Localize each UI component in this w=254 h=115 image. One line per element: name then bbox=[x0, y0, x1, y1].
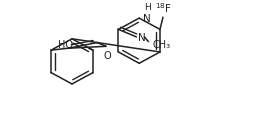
Text: N: N bbox=[143, 14, 151, 24]
Text: HO: HO bbox=[58, 40, 73, 50]
Text: $^{18}$F: $^{18}$F bbox=[155, 1, 172, 15]
Text: CH₃: CH₃ bbox=[152, 40, 170, 50]
Text: N: N bbox=[138, 33, 146, 43]
Text: O: O bbox=[103, 51, 111, 61]
Text: H: H bbox=[144, 3, 151, 12]
